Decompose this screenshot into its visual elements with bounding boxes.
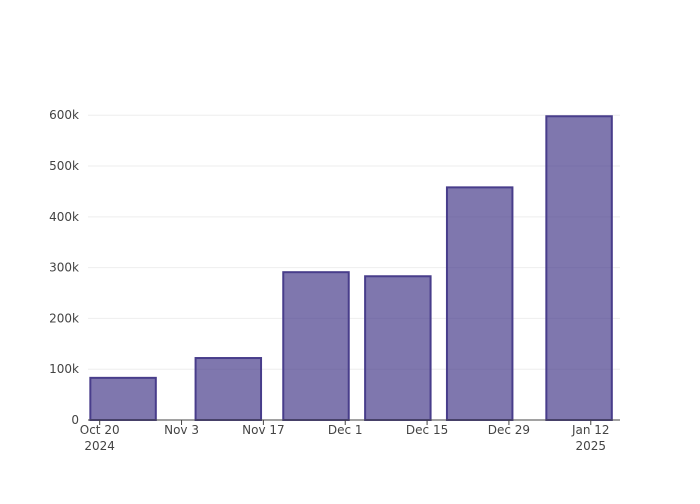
bar (364, 275, 432, 421)
x-tick-label: Nov 17 (242, 423, 285, 437)
y-tick-label: 200k (49, 311, 79, 325)
y-tick-label: 500k (49, 159, 79, 173)
y-tick-label: 400k (49, 210, 79, 224)
x-tick-label: Dec 15 (406, 423, 448, 437)
x-tick-label: Dec 29 (488, 423, 530, 437)
bar (89, 376, 157, 422)
bar (194, 357, 263, 421)
bar (445, 186, 514, 421)
x-tick-label: Dec 1 (328, 423, 363, 437)
x-tick-label: Jan 12 (571, 423, 610, 437)
y-tick-label: 100k (49, 362, 79, 376)
x-tick-label: 2024 (84, 439, 115, 453)
bar (545, 115, 613, 421)
bar (282, 271, 350, 422)
x-tick-label: 2025 (575, 439, 606, 453)
y-tick-label: 600k (49, 108, 79, 122)
y-tick-label: 300k (49, 261, 79, 275)
x-tick-label: Oct 20 (80, 423, 120, 437)
y-tick-label: 0 (71, 413, 79, 427)
x-tick-label: Nov 3 (164, 423, 199, 437)
